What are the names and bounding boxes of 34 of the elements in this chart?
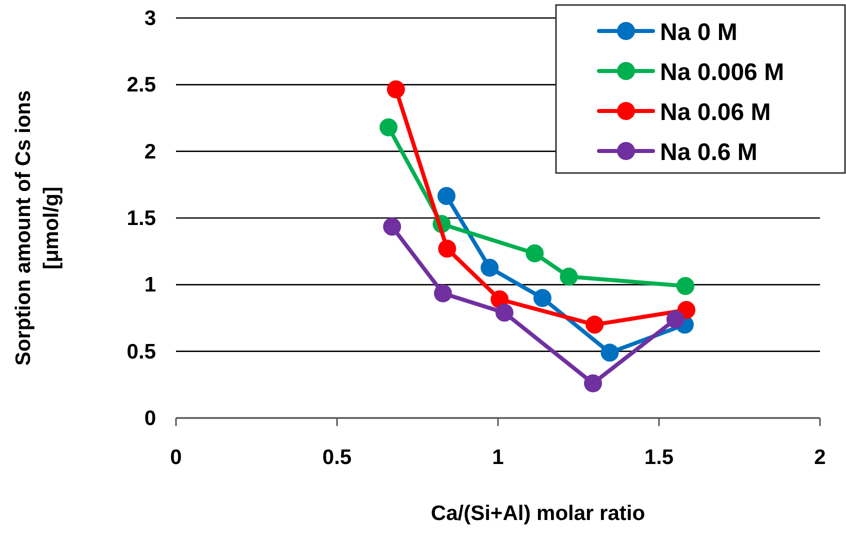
y-tick-label: 0 (144, 407, 156, 430)
legend-label: Na 0.6 M (660, 139, 758, 166)
point (584, 374, 602, 392)
x-axis-title: Ca/(Si+Al) molar ratio (430, 502, 646, 525)
x-tick-label: 1.5 (644, 446, 674, 469)
y-tick-label: 2 (144, 140, 156, 164)
point (438, 240, 456, 258)
x-tick-label: 2 (814, 446, 826, 469)
x-tick-label: 0.5 (322, 446, 352, 469)
point (380, 118, 398, 136)
point (600, 344, 619, 362)
legend-label: Na 0.06 M (660, 99, 771, 126)
point (676, 277, 694, 295)
y-tick-label: 0.5 (126, 340, 156, 364)
point (586, 316, 604, 334)
point (526, 244, 544, 262)
point (437, 187, 456, 205)
y-tick-label: 3 (144, 7, 156, 30)
point (533, 289, 552, 307)
point (495, 304, 514, 322)
point (434, 284, 452, 302)
point (480, 258, 499, 277)
point (386, 80, 405, 98)
point (560, 268, 578, 286)
x-tick-label: 1 (492, 446, 504, 469)
point (383, 218, 402, 236)
y-tick-label: 1 (144, 274, 156, 297)
legend-label: Na 0.006 M (660, 59, 784, 86)
point (666, 310, 684, 328)
y-tick-label: 1.5 (126, 207, 156, 230)
legend-label: Na 0 M (660, 19, 738, 46)
y-tick-label: 2.5 (126, 74, 156, 97)
x-tick-label: 0 (170, 446, 182, 469)
y-axis-title: Sorption amount of Cs ions [μmol/g] (12, 90, 63, 366)
